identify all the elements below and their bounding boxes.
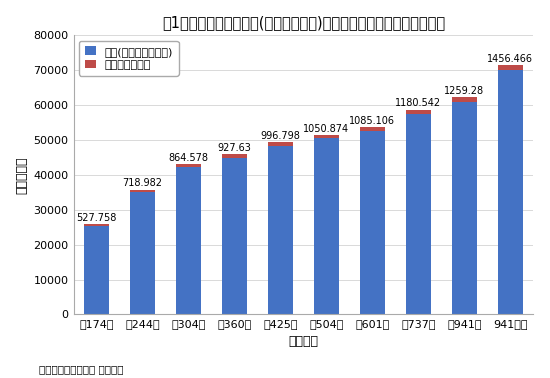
Text: 864.578: 864.578 bbox=[168, 152, 208, 163]
Text: 718.982: 718.982 bbox=[123, 178, 162, 188]
Y-axis label: 食費（円）: 食費（円） bbox=[15, 156, 28, 194]
Bar bbox=[176, 164, 201, 167]
Bar bbox=[406, 110, 431, 114]
Bar bbox=[268, 142, 293, 146]
Text: 1456.466: 1456.466 bbox=[487, 54, 534, 64]
Bar bbox=[452, 98, 477, 102]
Bar bbox=[406, 114, 431, 314]
Bar bbox=[360, 130, 385, 314]
Text: 527.758: 527.758 bbox=[76, 212, 117, 223]
Bar bbox=[452, 102, 477, 314]
Text: 1259.28: 1259.28 bbox=[444, 86, 485, 96]
Bar bbox=[222, 154, 247, 158]
Bar bbox=[314, 138, 339, 314]
Text: 1050.874: 1050.874 bbox=[304, 124, 349, 133]
X-axis label: 年収階級: 年収階級 bbox=[288, 335, 318, 348]
Bar bbox=[268, 146, 293, 314]
Bar bbox=[498, 65, 523, 70]
Text: 1180.542: 1180.542 bbox=[395, 98, 442, 108]
Bar bbox=[314, 135, 339, 138]
Text: 927.63: 927.63 bbox=[217, 143, 251, 153]
Bar bbox=[222, 158, 247, 314]
Title: 図1　年収階級別の食費(酒、外食除く)と消費税軽減額の比較（月額）: 図1 年収階級別の食費(酒、外食除く)と消費税軽減額の比較（月額） bbox=[162, 15, 445, 30]
Bar bbox=[84, 224, 109, 226]
Bar bbox=[360, 127, 385, 130]
Bar bbox=[498, 70, 523, 314]
Bar bbox=[84, 226, 109, 314]
Bar bbox=[176, 167, 201, 314]
Bar bbox=[130, 189, 155, 192]
Legend: 食費(酒類、外食除く), 消費税軽減税額: 食費(酒類、外食除く), 消費税軽減税額 bbox=[79, 41, 179, 76]
Text: 出典：総務省統計局 家計調査: 出典：総務省統計局 家計調査 bbox=[39, 364, 123, 374]
Text: 996.798: 996.798 bbox=[261, 131, 300, 141]
Text: 1085.106: 1085.106 bbox=[349, 116, 395, 125]
Bar bbox=[130, 192, 155, 314]
